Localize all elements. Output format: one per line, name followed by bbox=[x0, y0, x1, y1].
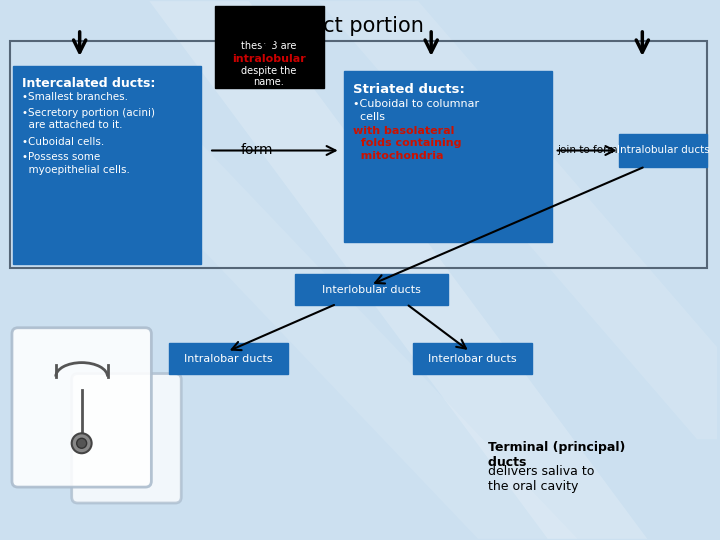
Circle shape bbox=[72, 433, 91, 453]
Text: intralobular: intralobular bbox=[232, 54, 306, 64]
FancyBboxPatch shape bbox=[619, 133, 707, 167]
Text: Interlobar ducts: Interlobar ducts bbox=[428, 354, 516, 363]
FancyBboxPatch shape bbox=[413, 343, 532, 374]
Polygon shape bbox=[80, 120, 577, 539]
Text: Intralobular ducts: Intralobular ducts bbox=[617, 145, 710, 156]
FancyBboxPatch shape bbox=[215, 6, 324, 88]
Text: Terminal (principal)
ducts: Terminal (principal) ducts bbox=[488, 441, 626, 469]
Text: name.: name. bbox=[253, 77, 284, 87]
Text: •Possess some
  myoepithelial cells.: •Possess some myoepithelial cells. bbox=[22, 152, 130, 176]
Text: •Cuboidal to columnar
  cells: •Cuboidal to columnar cells bbox=[353, 99, 479, 122]
Text: join to form: join to form bbox=[557, 145, 618, 156]
Text: Striated ducts:: Striated ducts: bbox=[353, 83, 464, 96]
FancyBboxPatch shape bbox=[343, 71, 552, 242]
Text: •Smallest branches.: •Smallest branches. bbox=[22, 92, 128, 102]
Text: form: form bbox=[240, 144, 273, 158]
Text: Intralobar ducts: Intralobar ducts bbox=[184, 354, 272, 363]
FancyBboxPatch shape bbox=[169, 343, 288, 374]
Text: delivers saliva to
the oral cavity: delivers saliva to the oral cavity bbox=[488, 465, 594, 493]
Circle shape bbox=[76, 438, 86, 448]
FancyBboxPatch shape bbox=[12, 328, 151, 487]
FancyBboxPatch shape bbox=[294, 274, 448, 305]
Text: with basolateral
  folds containing
  mitochondria: with basolateral folds containing mitoch… bbox=[353, 126, 461, 161]
Text: despite the: despite the bbox=[241, 66, 297, 76]
Text: •Secretory portion (acini)
  are attached to it.: •Secretory portion (acini) are attached … bbox=[22, 107, 155, 131]
Text: Duct portion: Duct portion bbox=[294, 16, 423, 36]
Text: these 3 are: these 3 are bbox=[241, 41, 297, 51]
Text: Intercalated ducts:: Intercalated ducts: bbox=[22, 77, 156, 90]
Text: Interlobular ducts: Interlobular ducts bbox=[322, 285, 421, 295]
FancyBboxPatch shape bbox=[13, 66, 201, 264]
Polygon shape bbox=[319, 1, 720, 440]
FancyBboxPatch shape bbox=[72, 374, 181, 503]
Polygon shape bbox=[149, 1, 647, 539]
Text: •Cuboidal cells.: •Cuboidal cells. bbox=[22, 137, 104, 146]
